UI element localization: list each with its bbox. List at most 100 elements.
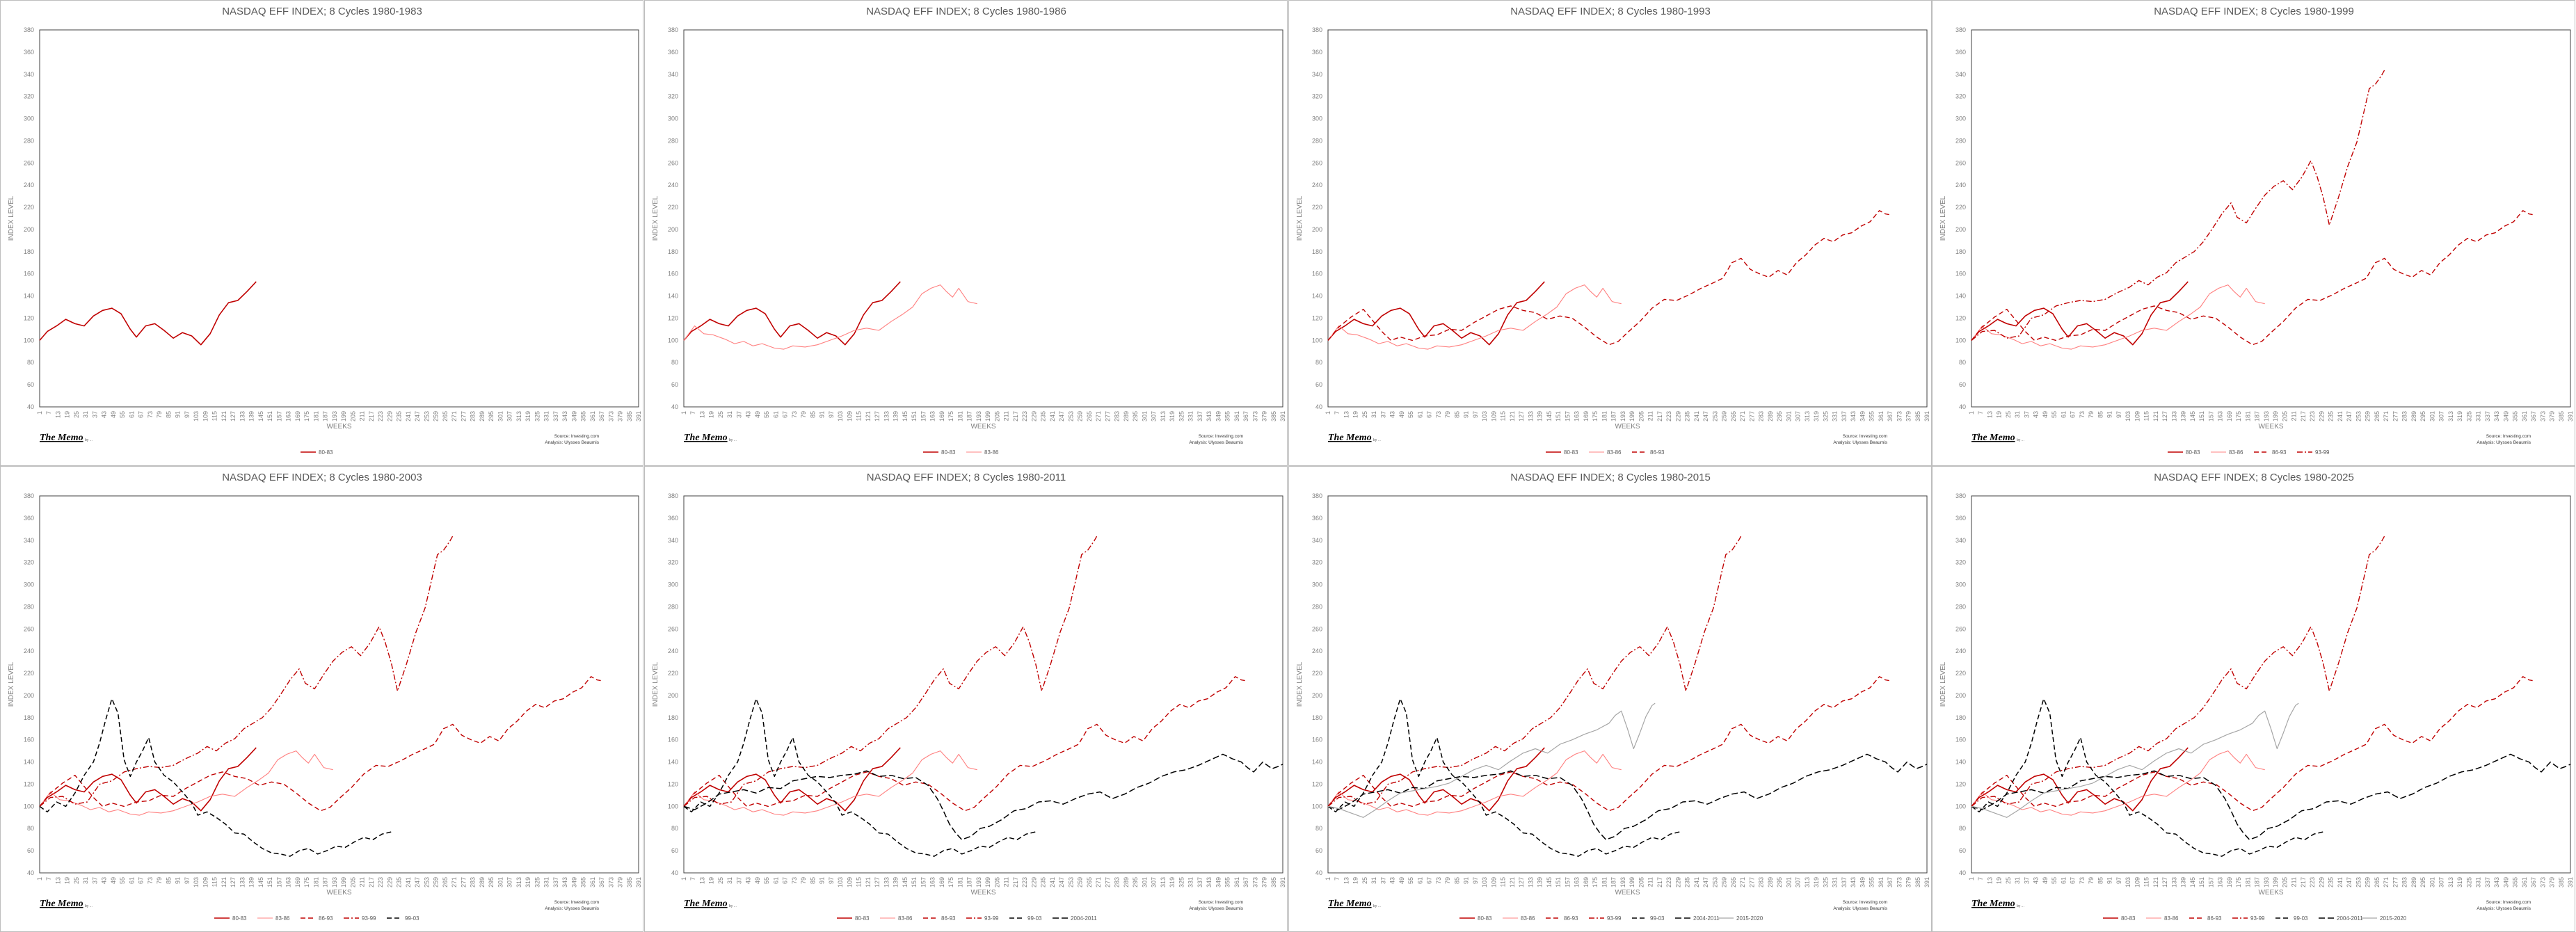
- series-line-2004-2011: [1971, 753, 2571, 840]
- x-tick-label: 301: [1141, 411, 1148, 421]
- legend-label: 86-93: [2207, 915, 2222, 922]
- legend-label: 80-83: [319, 449, 333, 456]
- x-tick-label: 37: [735, 411, 742, 418]
- x-tick-label: 109: [1490, 411, 1497, 421]
- x-tick-label: 157: [1564, 411, 1571, 421]
- x-tick-label: 103: [1481, 411, 1488, 421]
- x-tick-label: 211: [1002, 877, 1009, 887]
- x-tick-label: 343: [561, 411, 568, 421]
- x-tick-label: 85: [809, 877, 816, 884]
- x-tick-label: 229: [1030, 877, 1037, 887]
- x-tick-label: 247: [1702, 411, 1709, 421]
- analysis-note: Analysis: Ulysses Beaumis: [1833, 906, 1887, 911]
- chart-svg: NASDAQ EFF INDEX; 8 Cycles 1980-2011 40 60…: [652, 472, 1286, 922]
- analysis-note: Analysis: Ulysses Beaumis: [1189, 906, 1243, 911]
- x-tick-label: 157: [2208, 411, 2215, 421]
- x-tick-label: 193: [1619, 877, 1626, 887]
- x-axis-label: WEEKS: [326, 889, 351, 897]
- x-tick-label: 217: [368, 877, 375, 887]
- x-tick-label: 109: [2134, 411, 2141, 421]
- x-tick-label: 43: [2033, 411, 2040, 418]
- y-tick-label: 140: [24, 293, 34, 300]
- y-tick-label: 80: [671, 825, 678, 832]
- legend-item: 86-93: [1631, 449, 1665, 456]
- x-tick-label: 247: [2346, 877, 2353, 887]
- x-tick-label: 55: [119, 877, 126, 884]
- x-tick-label: 247: [414, 877, 421, 887]
- x-tick-label: 157: [920, 877, 927, 887]
- x-tick-label: 109: [202, 877, 209, 887]
- x-tick-label: 247: [2346, 411, 2353, 421]
- chart-title: NASDAQ EFF INDEX; 8 Cycles 1980-1993: [1510, 6, 1711, 17]
- legend-label: 80-83: [2186, 449, 2200, 456]
- x-tick-label: 91: [818, 411, 825, 418]
- x-tick-label: 241: [405, 411, 412, 421]
- x-tick-label: 169: [938, 411, 945, 421]
- legend-label: 80-83: [941, 449, 956, 456]
- x-tick-label: 361: [1233, 877, 1240, 887]
- y-tick-label: 200: [668, 692, 678, 699]
- y-tick-label: 360: [668, 515, 678, 522]
- x-tick-label: 295: [1776, 877, 1783, 887]
- x-tick-label: 163: [285, 877, 292, 887]
- x-tick-label: 259: [1720, 411, 1727, 421]
- x-tick-label: 259: [433, 877, 440, 887]
- y-tick-label: 160: [1955, 271, 1966, 278]
- x-tick-label: 367: [2530, 411, 2537, 421]
- x-tick-label: 121: [221, 877, 227, 887]
- x-tick-label: 259: [2365, 411, 2371, 421]
- x-tick-label: 73: [1434, 411, 1441, 418]
- legend-label: 86-93: [319, 915, 333, 922]
- x-tick-label: 127: [874, 877, 881, 887]
- y-tick-label: 40: [671, 403, 678, 410]
- y-tick-label: 240: [668, 182, 678, 188]
- x-tick-label: 37: [1379, 411, 1386, 418]
- y-tick-label: 220: [1311, 204, 1322, 211]
- x-tick-label: 7: [689, 877, 696, 881]
- y-tick-label: 160: [668, 271, 678, 278]
- x-tick-label: 325: [1178, 877, 1185, 887]
- chart-svg: NASDAQ EFF INDEX; 8 Cycles 1980-1986 40 60…: [652, 6, 1286, 456]
- x-tick-label: 223: [1021, 877, 1028, 887]
- x-tick-label: 325: [2466, 877, 2473, 887]
- x-tick-label: 349: [570, 411, 577, 421]
- x-tick-label: 325: [1822, 411, 1829, 421]
- x-tick-label: 91: [2106, 411, 2113, 418]
- y-tick-label: 200: [24, 692, 34, 699]
- x-tick-label: 193: [975, 411, 982, 421]
- y-tick-label: 60: [27, 381, 34, 388]
- x-tick-label: 337: [1840, 877, 1847, 887]
- x-tick-label: 181: [1601, 411, 1608, 421]
- series-line-83-86: [683, 750, 977, 816]
- x-tick-label: 49: [110, 411, 117, 418]
- x-tick-label: 361: [589, 411, 596, 421]
- x-tick-label: 241: [1049, 877, 1056, 887]
- y-tick-label: 360: [668, 49, 678, 56]
- series-line-80-83: [1327, 281, 1545, 346]
- x-tick-label: 97: [2115, 411, 2122, 418]
- y-tick-label: 120: [24, 314, 34, 321]
- x-tick-label: 151: [266, 411, 273, 421]
- y-tick-label: 80: [27, 359, 34, 366]
- y-tick-label: 100: [1955, 337, 1966, 344]
- x-tick-label: 223: [1021, 411, 1028, 421]
- x-tick-label: 355: [2512, 411, 2519, 421]
- legend-label: 83-86: [898, 915, 913, 922]
- legend-item: 83-86: [2211, 449, 2243, 456]
- x-tick-label: 355: [1224, 877, 1231, 887]
- legend-item: 93-99: [1588, 915, 1622, 922]
- x-tick-label: 259: [433, 411, 440, 421]
- x-tick-label: 343: [1850, 411, 1857, 421]
- series-line-93-99: [1971, 536, 2385, 807]
- x-tick-label: 193: [331, 877, 338, 887]
- legend-item: 99-03: [387, 915, 419, 922]
- x-tick-label: 55: [2051, 411, 2058, 418]
- x-axis-label: WEEKS: [326, 423, 351, 431]
- x-tick-label: 97: [1471, 411, 1478, 418]
- x-tick-label: 187: [966, 877, 973, 887]
- chart-svg: NASDAQ EFF INDEX; 8 Cycles 1980-2015 40 60…: [1296, 472, 1930, 922]
- y-tick-label: 100: [1311, 337, 1322, 344]
- x-tick-label: 25: [1361, 411, 1368, 418]
- x-tick-label: 19: [64, 877, 71, 884]
- x-tick-label: 265: [2374, 411, 2381, 421]
